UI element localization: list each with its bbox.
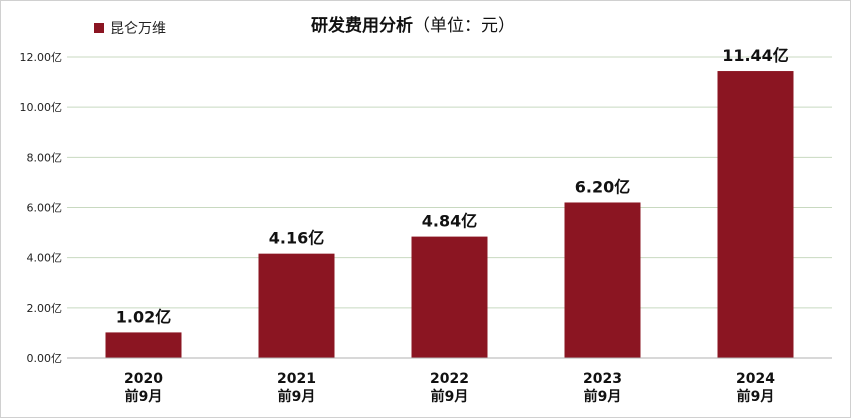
data-label: 1.02亿: [116, 307, 171, 326]
y-tick-label: 2.00亿: [27, 302, 63, 315]
legend: 昆仑万维: [94, 18, 166, 38]
y-tick-label: 4.00亿: [27, 252, 63, 265]
data-label: 4.16亿: [269, 229, 324, 248]
x-tick-label: 2021: [277, 371, 316, 387]
y-tick-label: 6.00亿: [27, 202, 63, 215]
data-label: 4.84亿: [422, 212, 477, 231]
y-tick-label: 0.00亿: [27, 352, 63, 365]
y-tick-label: 10.00亿: [20, 101, 63, 114]
legend-label: 昆仑万维: [110, 21, 166, 37]
chart-title: 研发费用分析: [311, 16, 413, 36]
x-tick-sublabel: 前9月: [584, 388, 622, 405]
x-tick-sublabel: 前9月: [125, 388, 163, 405]
bar: [105, 332, 182, 358]
legend-swatch: [94, 23, 104, 33]
y-tick-label: 12.00亿: [20, 51, 63, 64]
bar: [717, 71, 794, 359]
x-tick-label: 2024: [736, 371, 775, 387]
x-tick-label: 2022: [430, 371, 469, 387]
x-tick-label: 2020: [124, 371, 163, 387]
x-tick-sublabel: 前9月: [737, 388, 775, 405]
chart-title-block: 研发费用分析（单位：元）: [311, 11, 515, 36]
data-label: 6.20亿: [575, 177, 630, 196]
bar: [258, 253, 335, 358]
x-tick-sublabel: 前9月: [431, 388, 469, 405]
y-tick-label: 8.00亿: [27, 151, 63, 164]
bar: [411, 236, 488, 358]
bar: [564, 202, 641, 358]
chart-subtitle: （单位：元）: [413, 16, 515, 36]
x-tick-sublabel: 前9月: [278, 388, 316, 405]
x-tick-label: 2023: [583, 371, 622, 387]
data-label: 11.44亿: [722, 46, 789, 65]
